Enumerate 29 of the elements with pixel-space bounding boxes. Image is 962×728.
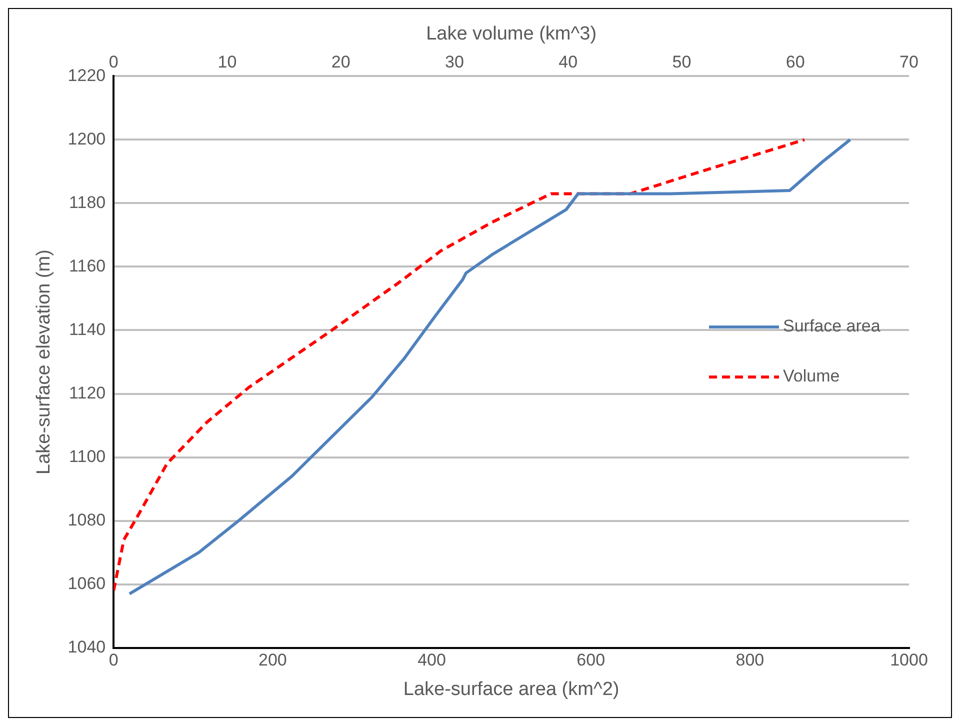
x2-tick-label: 40 xyxy=(558,52,578,72)
x-tick-label: 400 xyxy=(418,650,446,670)
y-tick-label: 1220 xyxy=(68,66,106,85)
y-tick-label: 1100 xyxy=(69,446,106,466)
y-tick-label: 1200 xyxy=(68,129,106,148)
y-tick-label: 1040 xyxy=(68,637,106,656)
y-tick-label: 1060 xyxy=(68,574,106,593)
y-tick-label: 1180 xyxy=(69,192,106,212)
x2-tick-label: 30 xyxy=(445,52,464,72)
y-tick-label: 1140 xyxy=(69,320,106,339)
x2-tick-label: 70 xyxy=(900,52,918,72)
y-tick-label: 1080 xyxy=(68,510,106,530)
y-tick-label: 1120 xyxy=(69,383,106,402)
x-axis-title: Lake-surface area (km^2) xyxy=(403,678,620,700)
x-tick-label: 200 xyxy=(258,650,287,670)
legend-label: Volume xyxy=(783,366,840,386)
x2-axis-title: Lake volume (km^3) xyxy=(426,24,597,45)
x2-tick-label: 0 xyxy=(108,52,118,72)
legend-label: Surface area xyxy=(783,316,881,336)
x2-tick-label: 50 xyxy=(672,52,692,72)
x2-tick-label: 10 xyxy=(218,52,237,72)
x2-tick-label: 20 xyxy=(331,52,350,72)
x-tick-label: 600 xyxy=(576,650,606,670)
x-tick-label: 800 xyxy=(736,650,764,670)
x-tick-label: 0 xyxy=(108,650,118,670)
y-tick-label: 1160 xyxy=(69,256,106,276)
y-axis-title: Lake-surface elevation (m) xyxy=(34,250,55,474)
x-tick-label: 1000 xyxy=(890,650,928,670)
x2-tick-label: 60 xyxy=(786,52,805,72)
